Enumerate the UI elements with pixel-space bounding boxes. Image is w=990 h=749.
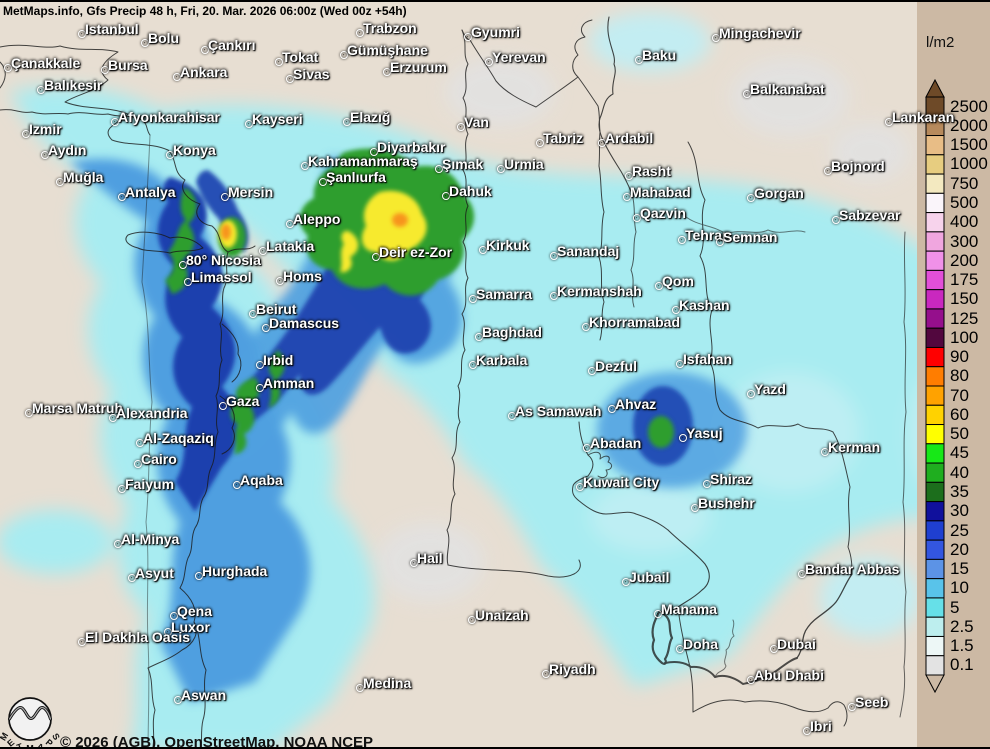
svg-text:T: T <box>15 741 24 749</box>
svg-text:M: M <box>26 743 34 749</box>
